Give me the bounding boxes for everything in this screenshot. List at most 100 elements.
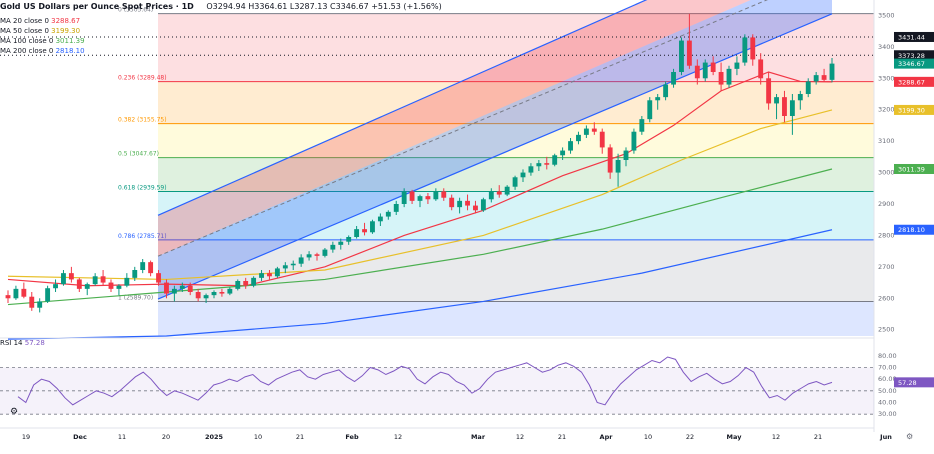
time-axis-tick: 21 [814,433,822,441]
candle-body [259,273,264,278]
candle-body [750,37,756,60]
candle-body [789,100,795,116]
price-axis-tick: 2500 [878,326,895,334]
candle-body [520,172,526,178]
candle-body [211,292,217,296]
candle-body [726,68,732,85]
candle-body [76,279,82,289]
candle-body [465,200,470,206]
price-badge [894,104,934,115]
rsi-legend: RSI 14 57.28 [0,339,45,347]
candle-body [599,131,605,148]
time-axis-tick: 12 [516,433,524,441]
candle-body [298,257,304,264]
price-badge [894,31,934,42]
candle-body [647,100,653,120]
candle-body [267,273,272,277]
candle-body [639,119,645,132]
ma-line [7,229,833,340]
candle-body [370,221,375,233]
candle-body [45,288,51,302]
candle-body [560,150,566,156]
candle-body [813,75,819,82]
price-badge [894,58,934,69]
candle-body [441,191,447,198]
candle-body [552,155,558,165]
candle-body [512,177,518,187]
candle-body [354,229,360,237]
ma-legend-item[interactable]: MA 100 close 0 3011.39 [0,37,85,45]
time-axis-tick: 19 [22,433,30,441]
candle-body [124,277,130,286]
candle-body [330,244,336,250]
candle-body [694,65,700,79]
time-axis-tick: Mar [471,433,486,441]
rsi-badge [894,377,934,388]
tradingview-logo-icon: ⚙ [10,407,18,417]
time-axis-tick: 10 [644,433,652,441]
price-badge-label: 3199.30 [898,106,925,114]
price-badge-label: 2818.10 [898,226,925,234]
price-axis-tick: 3500 [878,11,895,19]
candle-body [449,197,455,208]
candle-body [528,166,534,173]
fib-band [158,81,874,124]
candle-body [591,128,597,132]
rsi-axis-tick: 50.00 [878,387,897,395]
ma-legend-item[interactable]: MA 50 close 0 3199.30 [0,27,81,35]
rsi-axis-tick: 80.00 [878,352,897,360]
candle-body [409,191,415,201]
candle-body [219,292,225,294]
fib-level-label: 0 (3505.64) [118,7,153,14]
ma-legend-item[interactable]: MA 200 close 0 2818.10 [0,47,85,55]
channel-lower-line [157,0,648,216]
candle-body [21,288,27,297]
candle-body [140,262,146,270]
price-badge-label: 3346.67 [898,60,925,68]
candle-body [187,285,193,292]
candle-body [53,284,58,289]
candle-body [385,211,391,217]
fib-level-label: 1 (2589.70) [118,295,153,302]
price-axis-tick: 2700 [878,263,895,271]
candle-body [758,59,764,79]
candle-body [61,273,66,285]
rsi-badge-label: 57.28 [898,379,917,387]
time-axis-tick: 21 [296,433,304,441]
fib-level-label: 0.382 (3155.75) [118,117,167,124]
candle-body [401,191,407,204]
ma-legend-item[interactable]: MA 20 close 0 3288.67 [0,17,81,25]
channel-lower-fill [158,0,751,257]
gear-icon: ⚙ [906,432,913,441]
candle-body [171,288,177,294]
price-badge-label: 3011.39 [898,165,925,173]
candle-body [679,40,684,72]
price-axis-tick: 3400 [878,43,895,51]
candle-body [544,163,550,165]
candle-body [774,97,779,104]
candle-body [583,128,589,135]
candle-body [576,134,581,142]
candles [5,13,835,313]
rsi-axis-tick: 60.00 [878,375,897,383]
fib-band [158,123,874,158]
time-axis-tick: 12 [394,433,402,441]
candle-body [671,72,676,85]
time-axis-tick: Feb [345,433,359,441]
price-axis-tick: 2900 [878,200,895,208]
candle-body [116,285,122,289]
candle-body [195,292,201,299]
price-axis-tick: 2600 [878,294,895,302]
candle-body [290,263,296,266]
fib-level-label: 0.786 (2785.71) [118,233,167,240]
candle-body [203,295,209,299]
candle-body [274,268,280,277]
candle-body [393,204,399,212]
candle-body [718,72,724,85]
candle-body [702,62,708,79]
time-axis-tick: 12 [772,433,780,441]
candle-body [68,273,74,280]
time-axis-tick: 10 [254,433,262,441]
price-axis-tick: 3000 [878,169,895,177]
